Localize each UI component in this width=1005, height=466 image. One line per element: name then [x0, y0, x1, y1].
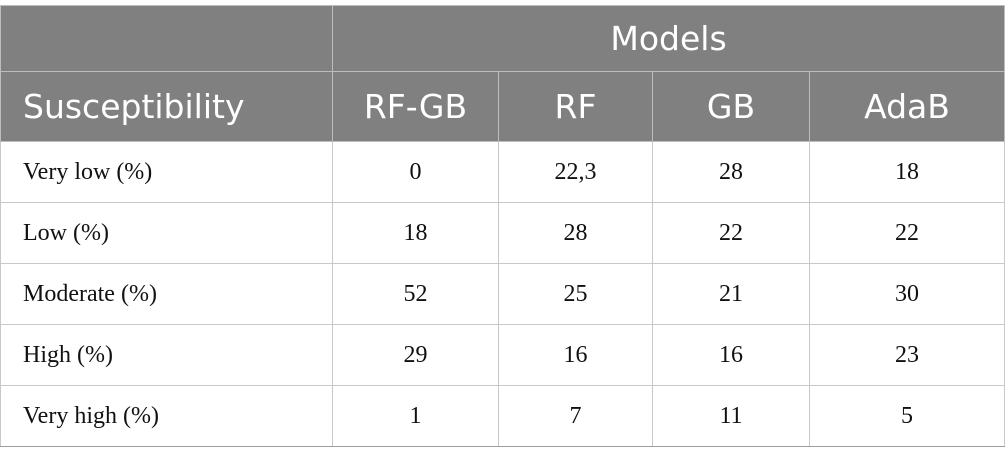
header-corner-cell: [0, 5, 333, 72]
table-row: Moderate (%) 52 25 21 30: [0, 263, 1005, 325]
table-cell: 5: [808, 385, 1005, 447]
table-cell: 52: [332, 263, 499, 325]
table-cell: 18: [808, 141, 1005, 203]
table-cell: 7: [498, 385, 653, 447]
table-cell: 29: [332, 324, 499, 386]
column-header-rf-gb: RF-GB: [332, 71, 499, 142]
susceptibility-table: Models Susceptibility RF-GB RF GB AdaB V…: [0, 5, 1005, 447]
susceptibility-header: Susceptibility: [0, 71, 333, 142]
table-cell: 23: [808, 324, 1005, 386]
table-cell: 16: [652, 324, 810, 386]
column-header-rf: RF: [498, 71, 653, 142]
row-label: Low (%): [0, 202, 333, 264]
table-body: Very low (%) 0 22,3 28 18 Low (%) 18 28 …: [0, 141, 1005, 447]
row-label: High (%): [0, 324, 333, 386]
table-cell: 1: [332, 385, 499, 447]
row-label: Moderate (%): [0, 263, 333, 325]
table-cell: 30: [808, 263, 1005, 325]
row-label: Very low (%): [0, 141, 333, 203]
column-header-adab: AdaB: [808, 71, 1005, 142]
table-cell: 22: [808, 202, 1005, 264]
table-cell: 11: [652, 385, 810, 447]
table-cell: 28: [498, 202, 653, 264]
column-header-gb: GB: [652, 71, 810, 142]
table-row: Very low (%) 0 22,3 28 18: [0, 141, 1005, 203]
table-row: Low (%) 18 28 22 22: [0, 202, 1005, 264]
table-row: Very high (%) 1 7 11 5: [0, 385, 1005, 447]
table-header: Models Susceptibility RF-GB RF GB AdaB: [0, 5, 1005, 142]
table-cell: 16: [498, 324, 653, 386]
table-cell: 28: [652, 141, 810, 203]
table-cell: 0: [332, 141, 499, 203]
row-label: Very high (%): [0, 385, 333, 447]
group-header-row: Models: [0, 5, 1005, 72]
table-cell: 22: [652, 202, 810, 264]
table-cell: 25: [498, 263, 653, 325]
table-cell: 18: [332, 202, 499, 264]
column-header-row: Susceptibility RF-GB RF GB AdaB: [0, 71, 1005, 142]
table-cell: 22,3: [498, 141, 653, 203]
table-row: High (%) 29 16 16 23: [0, 324, 1005, 386]
models-group-header: Models: [331, 5, 1005, 72]
table-cell: 21: [652, 263, 810, 325]
